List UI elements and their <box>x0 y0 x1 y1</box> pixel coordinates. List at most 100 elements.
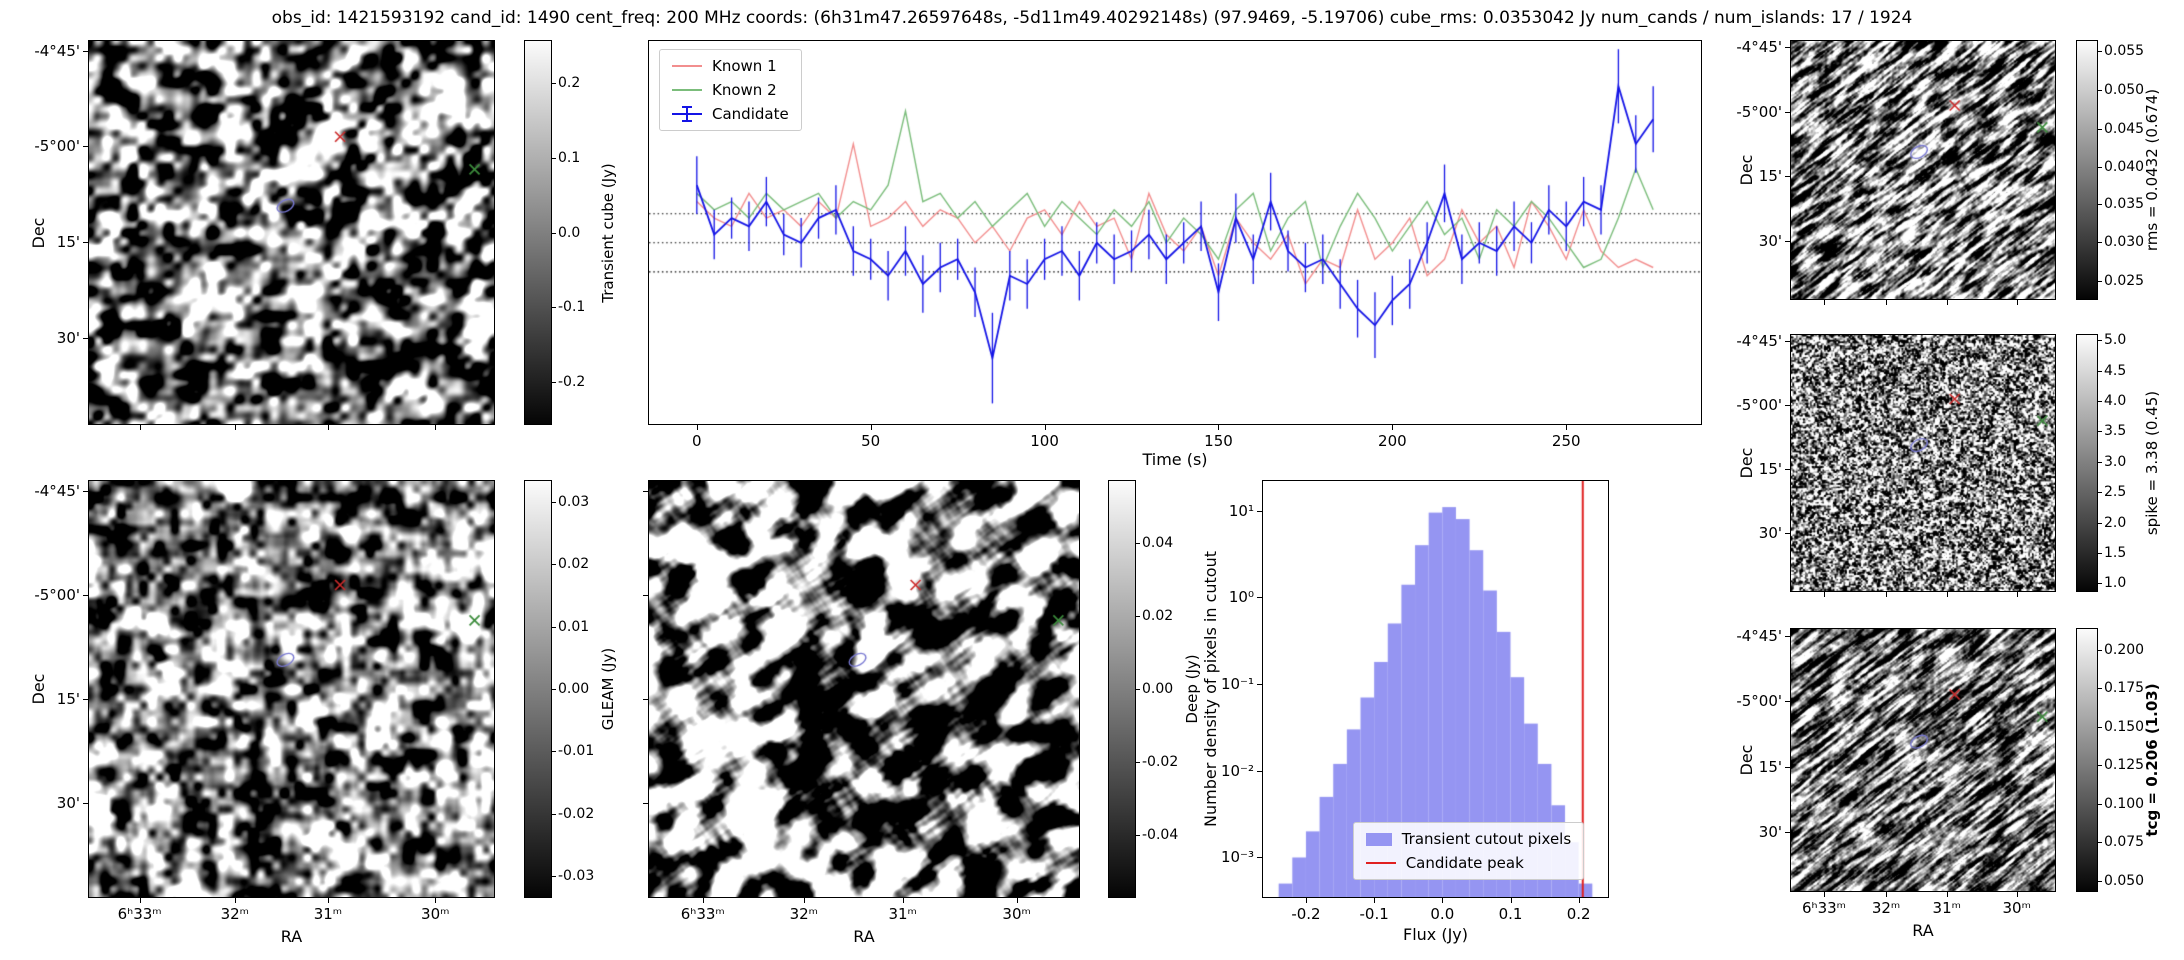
x-tick-mark <box>1016 897 1018 903</box>
y-tick-label: -4°45' <box>1736 38 1782 57</box>
colorbar-tick-mark <box>2097 128 2102 130</box>
legend-entry-known1: Known 1 <box>672 57 789 75</box>
x-tick-label: -0.2 <box>1291 905 1321 923</box>
x-tick-mark <box>2016 299 2018 305</box>
x-tick-label: 150 <box>1204 432 1233 450</box>
colorbar-tick-mark <box>1135 689 1140 690</box>
x-tick-label: -0.1 <box>1359 905 1389 923</box>
y-tick-mark <box>1785 832 1791 834</box>
y-tick-mark <box>83 242 89 244</box>
colorbar-tick-mark <box>2097 842 2102 843</box>
x-tick-mark <box>139 897 141 903</box>
x-tick-mark <box>696 424 698 430</box>
histogram-legend: Transient cutout pixels Candidate peak <box>1352 822 1585 881</box>
gleam-xlabel: RA <box>280 927 303 946</box>
x-tick-mark <box>2016 591 2018 597</box>
x-tick-mark <box>327 424 329 430</box>
colorbar-tick-mark <box>2097 522 2102 524</box>
tcg-colorbar-label: tcg = 0.206 (1.03) <box>2143 683 2161 837</box>
spike-cutout-image <box>1791 335 2055 591</box>
y-tick-mark <box>1257 770 1263 772</box>
histogram-xlabel: Flux (Jy) <box>1402 925 1469 944</box>
legend-entry-candidate-peak: Candidate peak <box>1365 854 1571 872</box>
x-tick-mark <box>1566 424 1568 430</box>
colorbar-tick-mark <box>551 689 556 690</box>
colorbar-tick-label: -0.1 <box>558 299 586 316</box>
colorbar-tick-mark <box>551 876 556 878</box>
y-tick-mark <box>1257 684 1263 686</box>
y-tick-label: 15' <box>56 233 80 252</box>
cutout-pixels-patch-swatch <box>1365 832 1392 846</box>
colorbar-tick-mark <box>551 626 556 628</box>
x-tick-mark <box>870 424 872 430</box>
y-tick-mark <box>83 50 89 52</box>
x-tick-mark <box>435 897 437 903</box>
colorbar-tick-label: 0.055 <box>2104 43 2145 60</box>
legend-label-candidate: Candidate <box>712 105 789 123</box>
colorbar-tick-label: 0.035 <box>2104 195 2145 212</box>
histogram-ylabel: Number density of pixels in cutout <box>1201 551 1220 827</box>
spike-ylabel: Dec <box>1737 447 1756 479</box>
transient-ylabel: Dec <box>29 217 48 248</box>
colorbar-tick-label: -0.03 <box>558 868 595 885</box>
colorbar-tick-mark <box>551 381 556 383</box>
tcg-cutout-panel: Dec RA 6ʰ33ᵐ 32ᵐ 31ᵐ 30ᵐ -4°45' -5°00' 15' 30' <box>1736 627 2056 940</box>
transient-cutout-panel: Dec -4°45' -5°00' 15' 30' <box>29 40 495 430</box>
x-tick-mark <box>1442 897 1444 903</box>
x-tick-label: 100 <box>1030 432 1059 450</box>
colorbar-tick-label: 0.100 <box>2104 795 2145 812</box>
tcg-colorbar: tcg = 0.206 (1.03) 0.200 0.175 0.150 0.125 0… <box>2076 628 2161 892</box>
y-tick-label: 30' <box>1758 823 1782 842</box>
colorbar-tick-mark <box>551 564 556 566</box>
colorbar-tick-mark <box>551 307 556 309</box>
y-tick-mark <box>1785 405 1791 407</box>
y-tick-label: 30' <box>1758 231 1782 250</box>
x-tick-label: 30ᵐ <box>2002 899 2031 917</box>
colorbar-tick-mark <box>2097 370 2102 372</box>
deep-colorbar-label: Deep (Jy) <box>1183 654 1201 724</box>
colorbar-tick-label: 0.04 <box>1142 535 1174 552</box>
x-tick-mark <box>234 897 236 903</box>
colorbar-tick-mark <box>2097 726 2102 728</box>
colorbar-tick-label: -0.01 <box>558 743 595 760</box>
colorbar-tick-label: 0.050 <box>2104 82 2145 99</box>
x-tick-mark <box>1392 424 1394 430</box>
y-tick-mark <box>1785 635 1791 637</box>
x-tick-label: 32ᵐ <box>789 905 819 923</box>
x-tick-label: 200 <box>1378 432 1407 450</box>
y-tick-label: 30' <box>1758 524 1782 543</box>
legend-label-known2: Known 2 <box>712 81 777 99</box>
y-tick-label: -5°00' <box>1736 102 1782 121</box>
x-tick-mark <box>1886 891 1888 897</box>
y-tick-mark <box>643 699 649 701</box>
lightcurve-plot <box>649 41 1701 424</box>
colorbar-tick-label: 0.01 <box>558 618 590 635</box>
colorbar-tick-label: -0.04 <box>1142 826 1179 843</box>
colorbar-tick-label: 3.0 <box>2104 453 2127 470</box>
colorbar-tick-label: 0.025 <box>2104 272 2145 289</box>
colorbar-tick-label: 1.5 <box>2104 544 2127 561</box>
colorbar-tick-mark <box>2097 90 2102 92</box>
x-tick-mark <box>1218 424 1220 430</box>
y-tick-label: -5°00' <box>1736 692 1782 711</box>
colorbar-tick-label: 4.5 <box>2104 362 2127 379</box>
colorbar-tick-label: 0.2 <box>558 75 581 92</box>
transient-cutout-image <box>89 41 494 424</box>
colorbar-tick-mark <box>2097 880 2102 882</box>
rms-ylabel: Dec <box>1737 154 1756 186</box>
colorbar-tick-mark <box>2097 552 2102 554</box>
y-tick-mark <box>83 491 89 493</box>
y-tick-mark <box>83 337 89 339</box>
colorbar-tick-label: 4.0 <box>2104 393 2127 410</box>
deep-cutout-image <box>649 481 1079 897</box>
deep-cutout-panel: RA 6ʰ33ᵐ 32ᵐ 31ᵐ 30ᵐ <box>643 480 1080 946</box>
colorbar-tick-mark <box>2097 461 2102 463</box>
transient-colorbar-label: Transient cube (Jy) <box>599 162 617 303</box>
colorbar-tick-label: 1.0 <box>2104 575 2127 592</box>
rms-colorbar-label: rms = 0.0432 (0.674) <box>2143 88 2161 252</box>
colorbar-tick-label: 5.0 <box>2104 332 2127 349</box>
legend-entry-candidate: Candidate <box>672 105 789 123</box>
x-tick-label: 6ʰ33ᵐ <box>1801 899 1847 917</box>
colorbar-tick-mark <box>2097 688 2102 690</box>
